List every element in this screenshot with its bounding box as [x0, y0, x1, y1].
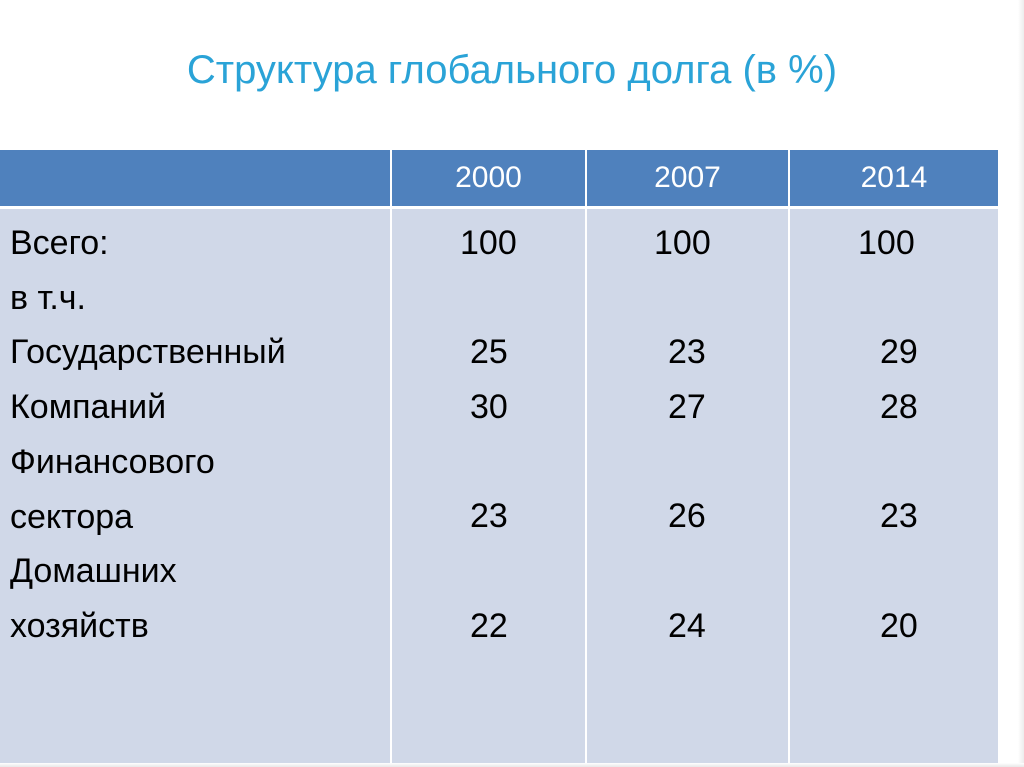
value-financial: 23 — [470, 497, 508, 536]
values-2000: 100 25 30 23 22 — [460, 216, 517, 654]
value-companies: 27 — [668, 388, 706, 427]
slide-title: Структура глобального долга (в %) — [186, 48, 838, 92]
header-year-2014: 2014 — [860, 161, 928, 194]
table-body-row — [0, 209, 998, 767]
slide-edge-shadow — [1018, 0, 1024, 767]
value-total: 100 — [654, 224, 711, 262]
values-2014: 100 29 28 23 20 — [858, 216, 918, 654]
label-total: Всего: — [10, 224, 109, 262]
value-households: 22 — [470, 606, 508, 645]
row-labels: Всего: в т.ч. Государственный Компаний Ф… — [10, 216, 390, 654]
header-year-2000: 2000 — [455, 161, 522, 194]
label-financial: Финансового — [10, 442, 215, 481]
value-financial: 23 — [880, 497, 918, 536]
label-households: Домашних — [10, 552, 177, 591]
value-companies: 30 — [470, 388, 508, 427]
label-including: в т.ч. — [10, 278, 86, 317]
label-government: Государственный — [10, 333, 286, 372]
column-divider — [788, 150, 790, 767]
column-divider — [390, 150, 392, 767]
header-year-2007: 2007 — [654, 161, 721, 194]
label-sector: сектора — [10, 497, 134, 536]
debt-structure-table: 2000 2007 2014 Всего: в т.ч. Государстве… — [0, 150, 998, 767]
value-financial: 26 — [668, 497, 706, 536]
value-total: 100 — [460, 224, 517, 262]
label-households-2: хозяйств — [10, 606, 149, 645]
table-header-row — [0, 150, 998, 206]
value-government: 29 — [880, 333, 918, 372]
value-companies: 28 — [880, 388, 918, 427]
value-households: 20 — [880, 606, 918, 645]
values-2007: 100 23 27 26 24 — [654, 216, 711, 654]
value-government: 23 — [668, 333, 706, 372]
label-companies: Компаний — [10, 388, 167, 427]
column-divider — [585, 150, 587, 767]
slide-edge-shadow — [0, 763, 1024, 767]
value-government: 25 — [470, 333, 508, 372]
value-households: 24 — [668, 606, 706, 645]
value-total: 100 — [858, 224, 915, 262]
